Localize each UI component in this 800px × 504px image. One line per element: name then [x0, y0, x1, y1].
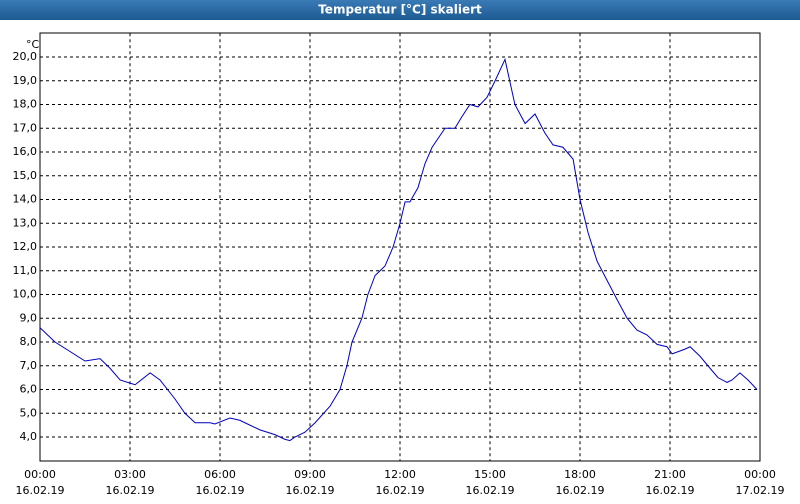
chart-title: Temperatur [°C] skaliert	[318, 3, 482, 17]
x-tick-label: 03:00	[114, 468, 146, 481]
y-tick-label: 13,0	[13, 216, 38, 229]
x-tick-date: 16.02.19	[556, 484, 605, 497]
y-tick-label: 16,0	[13, 145, 38, 158]
y-tick-label: 12,0	[13, 240, 38, 253]
y-tick-label: 17,0	[13, 121, 38, 134]
x-tick-label: 18:00	[564, 468, 596, 481]
x-tick-label: 15:00	[474, 468, 506, 481]
x-tick-date: 16.02.19	[106, 484, 155, 497]
x-tick-date: 16.02.19	[646, 484, 695, 497]
y-tick-label: 14,0	[13, 193, 38, 206]
x-tick-date: 16.02.19	[286, 484, 335, 497]
y-tick-label: 4,0	[20, 430, 38, 443]
y-tick-label: 18,0	[13, 98, 38, 111]
y-tick-label: 7,0	[20, 359, 38, 372]
y-tick-label: 5,0	[20, 406, 38, 419]
x-tick-label: 21:00	[654, 468, 686, 481]
y-tick-label: 11,0	[13, 264, 38, 277]
x-tick-label: 00:00	[744, 468, 776, 481]
y-tick-label: 10,0	[13, 288, 38, 301]
temperature-line	[39, 57, 758, 442]
x-tick-date: 16.02.19	[466, 484, 515, 497]
title-bar	[0, 0, 800, 20]
x-tick-date: 17.02.19	[736, 484, 785, 497]
y-tick-label: 19,0	[13, 74, 38, 87]
y-tick-label: 15,0	[13, 169, 38, 182]
x-tick-date: 16.02.19	[196, 484, 245, 497]
y-tick-label: 8,0	[20, 335, 38, 348]
x-tick-date: 16.02.19	[16, 484, 65, 497]
y-axis-label: °C	[26, 38, 40, 51]
y-tick-label: 20,0	[13, 50, 38, 63]
y-tick-label: 9,0	[20, 311, 38, 324]
y-tick-label: 6,0	[20, 383, 38, 396]
x-tick-label: 06:00	[204, 468, 236, 481]
x-tick-label: 12:00	[384, 468, 416, 481]
x-tick-date: 16.02.19	[376, 484, 425, 497]
x-tick-label: 09:00	[294, 468, 326, 481]
x-tick-label: 00:00	[24, 468, 56, 481]
